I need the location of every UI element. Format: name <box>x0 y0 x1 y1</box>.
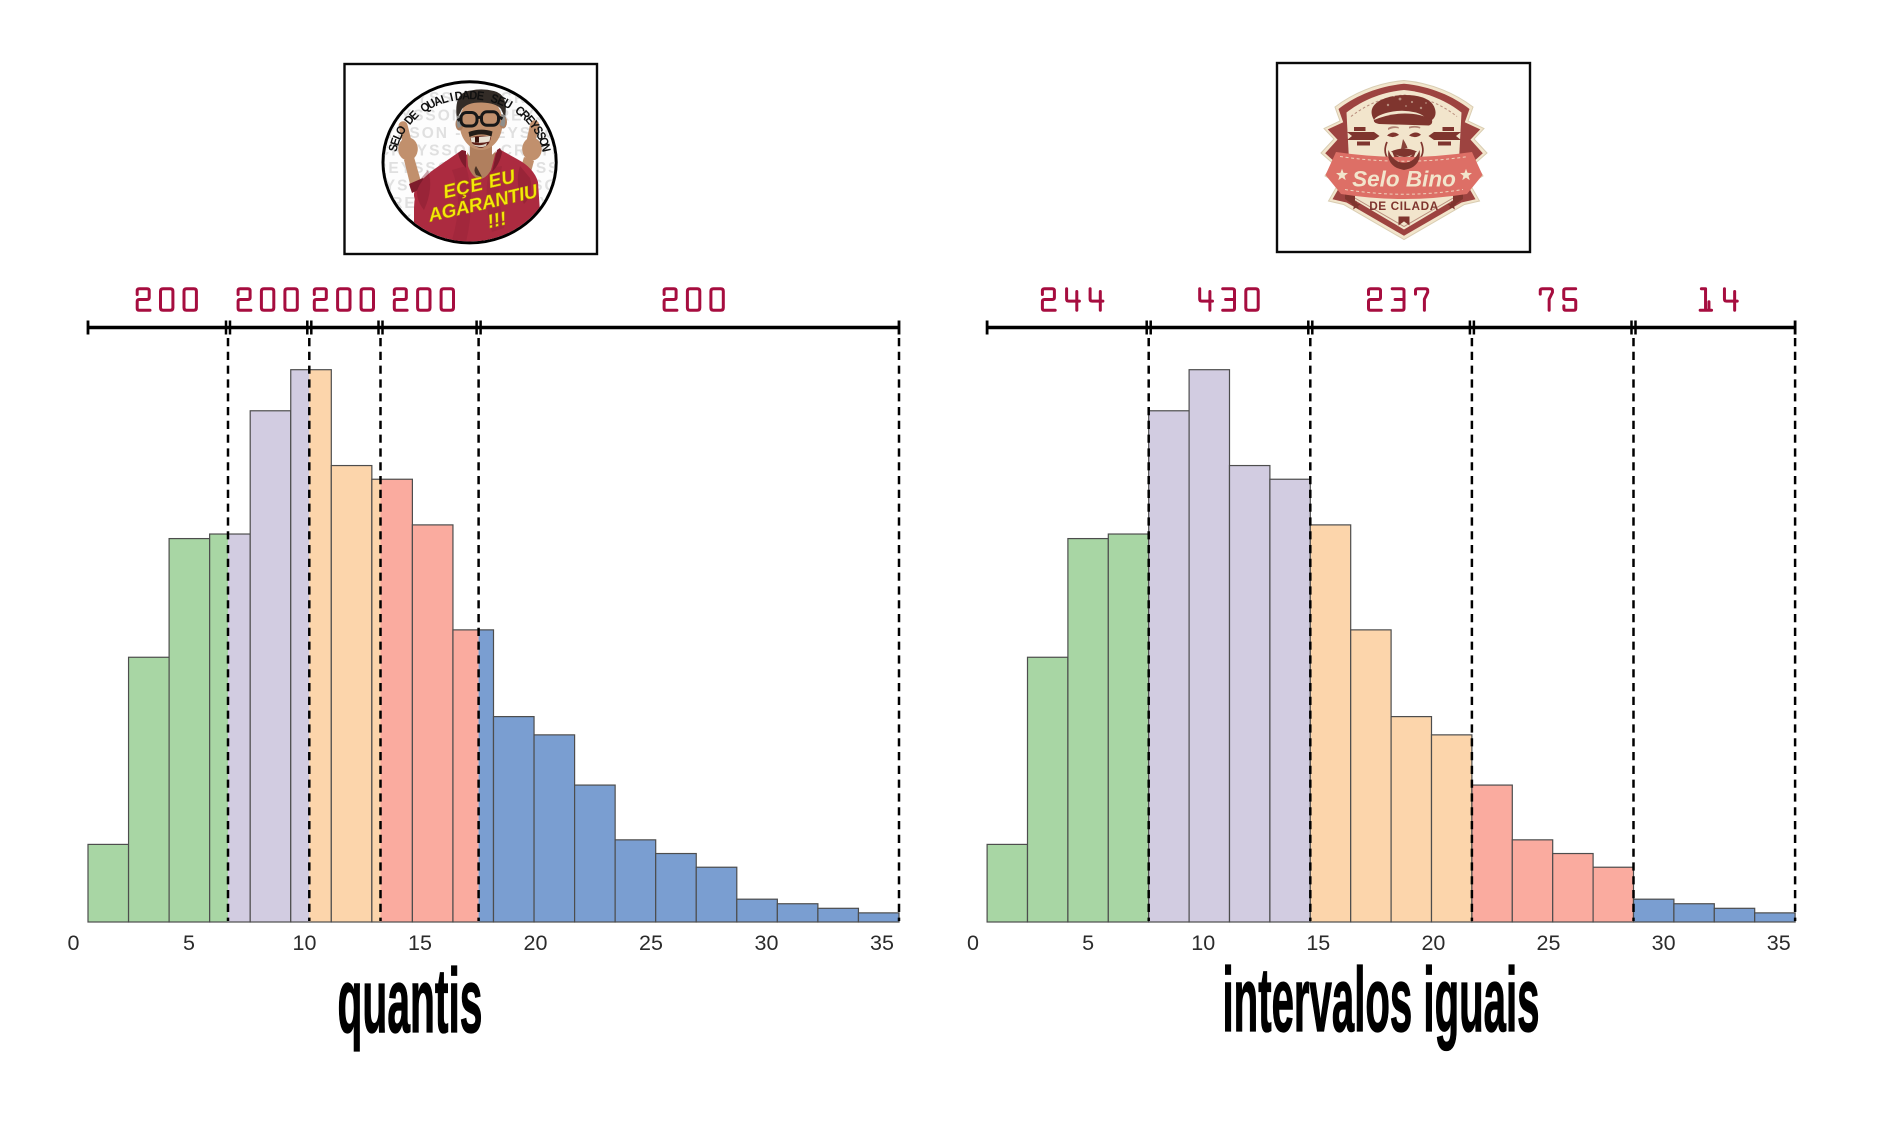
svg-text:Selo Bino: Selo Bino <box>1352 167 1456 192</box>
svg-text:D: D <box>454 89 464 104</box>
svg-text:5: 5 <box>1082 931 1094 955</box>
svg-text:5: 5 <box>183 931 195 955</box>
svg-text:D: D <box>469 89 478 103</box>
svg-text:intervalos iguais: intervalos iguais <box>1222 948 1539 1050</box>
svg-text:10: 10 <box>1191 931 1215 955</box>
svg-text:0: 0 <box>68 931 80 955</box>
svg-text:DE CILADA: DE CILADA <box>1369 199 1439 213</box>
svg-text:L: L <box>391 130 406 142</box>
svg-text:35: 35 <box>1767 931 1791 955</box>
svg-text:E: E <box>476 89 485 104</box>
svg-text:CREYSSON - CREYSSON - CREYS: CREYSSON - CREYSSON - CREYS <box>378 143 687 160</box>
svg-text:30: 30 <box>755 931 779 955</box>
svg-text:0: 0 <box>967 931 979 955</box>
svg-text:I: I <box>449 90 455 104</box>
svg-text:S: S <box>489 91 501 106</box>
svg-text:O: O <box>536 136 552 148</box>
svg-text:15: 15 <box>1306 931 1330 955</box>
svg-text:25: 25 <box>639 931 663 955</box>
svg-text:20: 20 <box>1421 931 1445 955</box>
svg-text:N: N <box>538 142 553 153</box>
svg-text:!!!: !!! <box>485 208 508 233</box>
svg-text:25: 25 <box>1537 931 1561 955</box>
svg-text:A: A <box>462 89 471 103</box>
svg-text:quantis: quantis <box>338 949 483 1051</box>
svg-text:L: L <box>439 92 450 107</box>
svg-text:S: S <box>386 143 401 153</box>
svg-text:E: E <box>388 136 403 147</box>
svg-text:30: 30 <box>1652 931 1676 955</box>
svg-text:35: 35 <box>870 931 894 955</box>
svg-text:20: 20 <box>524 931 548 955</box>
svg-text:15: 15 <box>408 931 432 955</box>
svg-text:10: 10 <box>293 931 317 955</box>
